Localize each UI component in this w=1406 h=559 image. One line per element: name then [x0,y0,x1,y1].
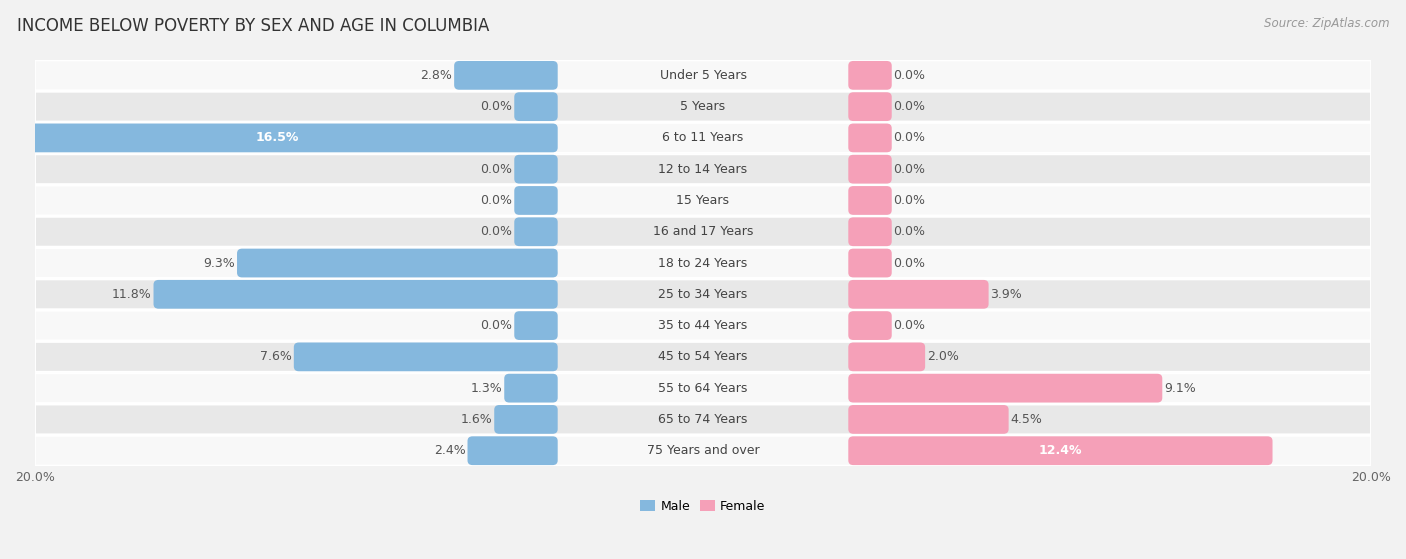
FancyBboxPatch shape [495,405,558,434]
Legend: Male, Female: Male, Female [641,500,765,513]
FancyBboxPatch shape [515,92,558,121]
FancyBboxPatch shape [35,373,1371,403]
FancyBboxPatch shape [35,280,1371,309]
FancyBboxPatch shape [848,280,988,309]
FancyBboxPatch shape [848,61,891,90]
FancyBboxPatch shape [35,60,1371,91]
Text: Under 5 Years: Under 5 Years [659,69,747,82]
Text: 2.0%: 2.0% [927,350,959,363]
FancyBboxPatch shape [505,374,558,402]
Text: 7.6%: 7.6% [260,350,292,363]
FancyBboxPatch shape [848,249,891,277]
FancyBboxPatch shape [848,374,1163,402]
FancyBboxPatch shape [848,343,925,371]
FancyBboxPatch shape [848,405,1008,434]
Text: INCOME BELOW POVERTY BY SEX AND AGE IN COLUMBIA: INCOME BELOW POVERTY BY SEX AND AGE IN C… [17,17,489,35]
FancyBboxPatch shape [515,311,558,340]
Text: 55 to 64 Years: 55 to 64 Years [658,382,748,395]
Text: 0.0%: 0.0% [893,257,925,269]
FancyBboxPatch shape [848,311,891,340]
FancyBboxPatch shape [848,92,891,121]
Text: 0.0%: 0.0% [893,319,925,332]
Text: 11.8%: 11.8% [112,288,152,301]
FancyBboxPatch shape [35,248,1371,278]
FancyBboxPatch shape [35,435,1371,466]
Text: 25 to 34 Years: 25 to 34 Years [658,288,748,301]
Text: 12.4%: 12.4% [1039,444,1083,457]
Text: 5 Years: 5 Years [681,100,725,113]
FancyBboxPatch shape [35,123,1371,153]
FancyBboxPatch shape [515,186,558,215]
Text: 1.6%: 1.6% [461,413,492,426]
Text: 65 to 74 Years: 65 to 74 Years [658,413,748,426]
FancyBboxPatch shape [35,186,1371,215]
FancyBboxPatch shape [848,155,891,183]
FancyBboxPatch shape [515,155,558,183]
Text: 16.5%: 16.5% [256,131,299,144]
Text: 0.0%: 0.0% [481,194,513,207]
Text: 2.8%: 2.8% [420,69,453,82]
Text: 0.0%: 0.0% [481,100,513,113]
FancyBboxPatch shape [35,404,1371,434]
Text: 75 Years and over: 75 Years and over [647,444,759,457]
FancyBboxPatch shape [0,124,558,152]
Text: 0.0%: 0.0% [481,225,513,238]
FancyBboxPatch shape [35,154,1371,184]
Text: 0.0%: 0.0% [893,131,925,144]
Text: 0.0%: 0.0% [481,319,513,332]
Text: 15 Years: 15 Years [676,194,730,207]
Text: 9.3%: 9.3% [204,257,235,269]
FancyBboxPatch shape [35,342,1371,372]
Text: Source: ZipAtlas.com: Source: ZipAtlas.com [1264,17,1389,30]
Text: 2.4%: 2.4% [434,444,465,457]
FancyBboxPatch shape [848,124,891,152]
Text: 0.0%: 0.0% [893,100,925,113]
Text: 0.0%: 0.0% [481,163,513,176]
FancyBboxPatch shape [35,92,1371,122]
Text: 4.5%: 4.5% [1011,413,1042,426]
FancyBboxPatch shape [848,217,891,246]
Text: 3.9%: 3.9% [990,288,1022,301]
Text: 0.0%: 0.0% [893,69,925,82]
FancyBboxPatch shape [294,343,558,371]
Text: 0.0%: 0.0% [893,194,925,207]
Text: 0.0%: 0.0% [893,225,925,238]
FancyBboxPatch shape [848,437,1272,465]
FancyBboxPatch shape [238,249,558,277]
Text: 12 to 14 Years: 12 to 14 Years [658,163,748,176]
FancyBboxPatch shape [153,280,558,309]
Text: 45 to 54 Years: 45 to 54 Years [658,350,748,363]
Text: 18 to 24 Years: 18 to 24 Years [658,257,748,269]
FancyBboxPatch shape [35,217,1371,247]
FancyBboxPatch shape [454,61,558,90]
Text: 35 to 44 Years: 35 to 44 Years [658,319,748,332]
FancyBboxPatch shape [35,311,1371,340]
FancyBboxPatch shape [848,186,891,215]
FancyBboxPatch shape [468,437,558,465]
Text: 0.0%: 0.0% [893,163,925,176]
Text: 1.3%: 1.3% [471,382,502,395]
Text: 9.1%: 9.1% [1164,382,1195,395]
FancyBboxPatch shape [515,217,558,246]
Text: 16 and 17 Years: 16 and 17 Years [652,225,754,238]
Text: 6 to 11 Years: 6 to 11 Years [662,131,744,144]
